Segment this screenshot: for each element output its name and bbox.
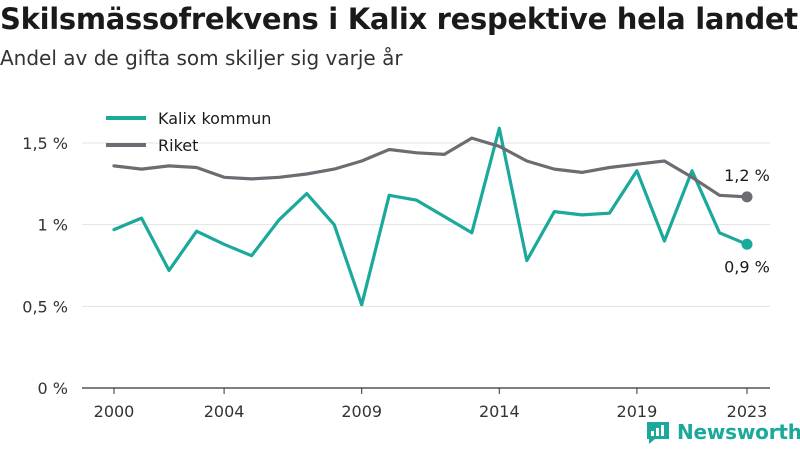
series-group: 0,9 % 1,2 % [112, 126, 770, 307]
x-tick-label: 2000 [94, 402, 135, 421]
chart-subtitle: Andel av de gifta som skiljer sig varje … [0, 46, 403, 70]
x-tick-label: 2019 [617, 402, 658, 421]
y-tick-label: 0,5 % [22, 297, 68, 316]
series-end-label: 1,2 % [724, 166, 770, 185]
brand-name: Newsworthy [677, 420, 800, 444]
series-end-marker-kalix [741, 238, 753, 250]
chart-title: Skilsmässofrekvens i Kalix respektive he… [0, 2, 798, 36]
series-line-kalix [112, 126, 749, 307]
legend-label: Riket [158, 136, 198, 155]
grid-lines [82, 142, 770, 389]
y-axis: 0 % 0,5 % 1 % 1,5 % [22, 134, 68, 398]
series-line-riket [112, 136, 749, 199]
newsworthy-icon [647, 422, 669, 444]
x-axis: 2000 2004 2009 2014 2019 2023 [94, 388, 768, 421]
newsworthy-logo: Newsworthy [645, 419, 800, 445]
legend: Kalix kommun Riket [106, 109, 271, 155]
series-end-label: 0,9 % [724, 257, 770, 276]
x-tick-label: 2004 [204, 402, 245, 421]
y-tick-label: 0 % [38, 379, 68, 398]
series-end-marker-riket [741, 191, 753, 203]
y-tick-label: 1,5 % [22, 134, 68, 153]
x-tick-label: 2009 [341, 402, 382, 421]
y-tick-label: 1 % [38, 216, 68, 235]
x-tick-label: 2023 [727, 402, 768, 421]
x-tick-label: 2014 [479, 402, 520, 421]
legend-label: Kalix kommun [158, 109, 271, 128]
